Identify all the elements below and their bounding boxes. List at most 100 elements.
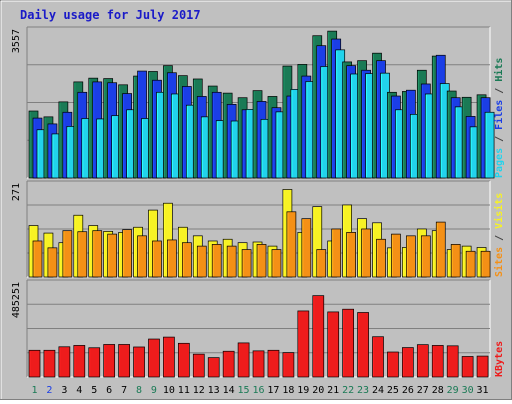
bar-sites bbox=[391, 233, 401, 278]
bar-sites bbox=[137, 235, 147, 278]
bar-sites bbox=[420, 235, 431, 278]
bar-kbytes bbox=[252, 350, 265, 378]
x-tick-label: 18 bbox=[282, 385, 294, 396]
x-tick-label: 3 bbox=[61, 385, 67, 396]
x-tick-label: 29 bbox=[447, 385, 459, 396]
bar-sites bbox=[301, 218, 312, 278]
x-tick-label: 28 bbox=[432, 385, 444, 396]
bar-sites bbox=[450, 244, 461, 278]
x-tick-label: 5 bbox=[91, 385, 97, 396]
x-tick-label: 11 bbox=[178, 385, 190, 396]
x-tick-label: 2 bbox=[46, 385, 52, 396]
x-tick-label: 17 bbox=[267, 385, 279, 396]
bar-sites bbox=[480, 250, 491, 278]
bar-kbytes bbox=[387, 351, 399, 378]
x-tick-label: 25 bbox=[387, 385, 399, 396]
bar-kbytes bbox=[476, 355, 489, 378]
bar-kbytes bbox=[118, 344, 130, 378]
legend-segment: Hits bbox=[493, 58, 505, 82]
bar-kbytes bbox=[461, 356, 474, 378]
bar-kbytes bbox=[357, 312, 369, 378]
bar-sites bbox=[47, 247, 58, 278]
panel-middle: 271 Sites / Visits bbox=[11, 180, 505, 278]
legend-segment: / bbox=[494, 82, 505, 100]
x-tick-label: 27 bbox=[417, 385, 429, 396]
bar-sites bbox=[152, 240, 162, 278]
bar-pages bbox=[484, 111, 495, 179]
bar-sites bbox=[107, 233, 118, 278]
bar-sites bbox=[211, 244, 222, 278]
bar-kbytes bbox=[148, 338, 160, 378]
x-tick-label: 30 bbox=[462, 385, 474, 396]
legend-kbytes: KBytes bbox=[494, 341, 505, 377]
y-max-label: 485251 bbox=[11, 282, 22, 318]
x-tick-label: 4 bbox=[76, 385, 82, 396]
bar-kbytes bbox=[312, 295, 325, 378]
bar-kbytes bbox=[222, 350, 235, 378]
bar-sites bbox=[331, 228, 342, 278]
bar-sites bbox=[465, 250, 476, 278]
bar-kbytes bbox=[342, 308, 354, 378]
bar-kbytes bbox=[327, 311, 340, 378]
bar-kbytes bbox=[282, 352, 295, 378]
x-tick-label: 12 bbox=[193, 385, 205, 396]
x-tick-label: 7 bbox=[121, 385, 127, 396]
bar-sites bbox=[256, 244, 267, 278]
bar-sites bbox=[406, 235, 416, 278]
bar-kbytes bbox=[207, 357, 220, 378]
panel-top: 3557 Pages / Files / Hits bbox=[11, 26, 505, 179]
x-tick-label: 22 bbox=[342, 385, 354, 396]
x-tick-label: 1 bbox=[31, 385, 37, 396]
x-tick-label: 10 bbox=[163, 385, 175, 396]
legend-segment: KBytes bbox=[494, 341, 505, 377]
x-tick-label: 26 bbox=[402, 385, 414, 396]
legend-sites-visits: Sites / Visits bbox=[493, 193, 505, 277]
x-tick-label: 6 bbox=[106, 385, 112, 396]
bar-kbytes bbox=[58, 346, 71, 378]
bar-sites bbox=[32, 240, 43, 278]
y-max-label: 3557 bbox=[11, 29, 22, 53]
x-tick-label: 8 bbox=[136, 385, 142, 396]
bar-kbytes bbox=[133, 346, 145, 378]
x-tick-label: 21 bbox=[327, 385, 339, 396]
bar-kbytes bbox=[73, 345, 86, 378]
x-tick-label: 20 bbox=[312, 385, 324, 396]
bar-sites bbox=[182, 242, 192, 278]
legend-segment: / bbox=[494, 130, 505, 148]
x-axis-labels: 1 2 3 4 5 6 7 8 9 10 11 12 13 14 15 16 17 18 19 20 21 22 23 24 2… bbox=[31, 385, 488, 396]
bar-kbytes bbox=[372, 336, 384, 378]
bar-sites bbox=[361, 228, 371, 278]
x-tick-label: 14 bbox=[223, 385, 235, 396]
legend-segment: / bbox=[494, 229, 505, 247]
bar-sites bbox=[241, 249, 252, 278]
bar-sites bbox=[435, 221, 446, 278]
x-tick-label: 24 bbox=[372, 385, 384, 396]
bar-kbytes bbox=[297, 310, 310, 378]
legend-segment: Pages bbox=[494, 148, 505, 178]
chart-title: Daily usage for July 2017 bbox=[20, 8, 201, 22]
bar-sites bbox=[376, 238, 386, 278]
bar-sites bbox=[346, 232, 356, 278]
bar-kbytes bbox=[267, 349, 280, 378]
bar-kbytes bbox=[103, 344, 116, 378]
legend-segment: Files bbox=[493, 100, 505, 130]
y-max-label: 271 bbox=[11, 183, 22, 201]
x-tick-label: 31 bbox=[477, 385, 489, 396]
bar-kbytes bbox=[431, 345, 444, 378]
bar-kbytes bbox=[88, 347, 101, 378]
panel-bottom: 485251 KBytes bbox=[11, 279, 505, 378]
bar-sites bbox=[271, 249, 282, 278]
legend-segment: Sites bbox=[493, 247, 505, 277]
bar-kbytes bbox=[28, 349, 41, 378]
bar-sites bbox=[316, 249, 327, 278]
bar-kbytes bbox=[237, 342, 250, 378]
bar-sites bbox=[77, 231, 88, 278]
bar-kbytes bbox=[43, 349, 56, 378]
bar-sites bbox=[286, 211, 297, 278]
bar-sites bbox=[167, 239, 177, 278]
x-tick-label: 23 bbox=[357, 385, 369, 396]
bar-sites bbox=[122, 229, 132, 278]
bar-kbytes bbox=[416, 344, 429, 378]
